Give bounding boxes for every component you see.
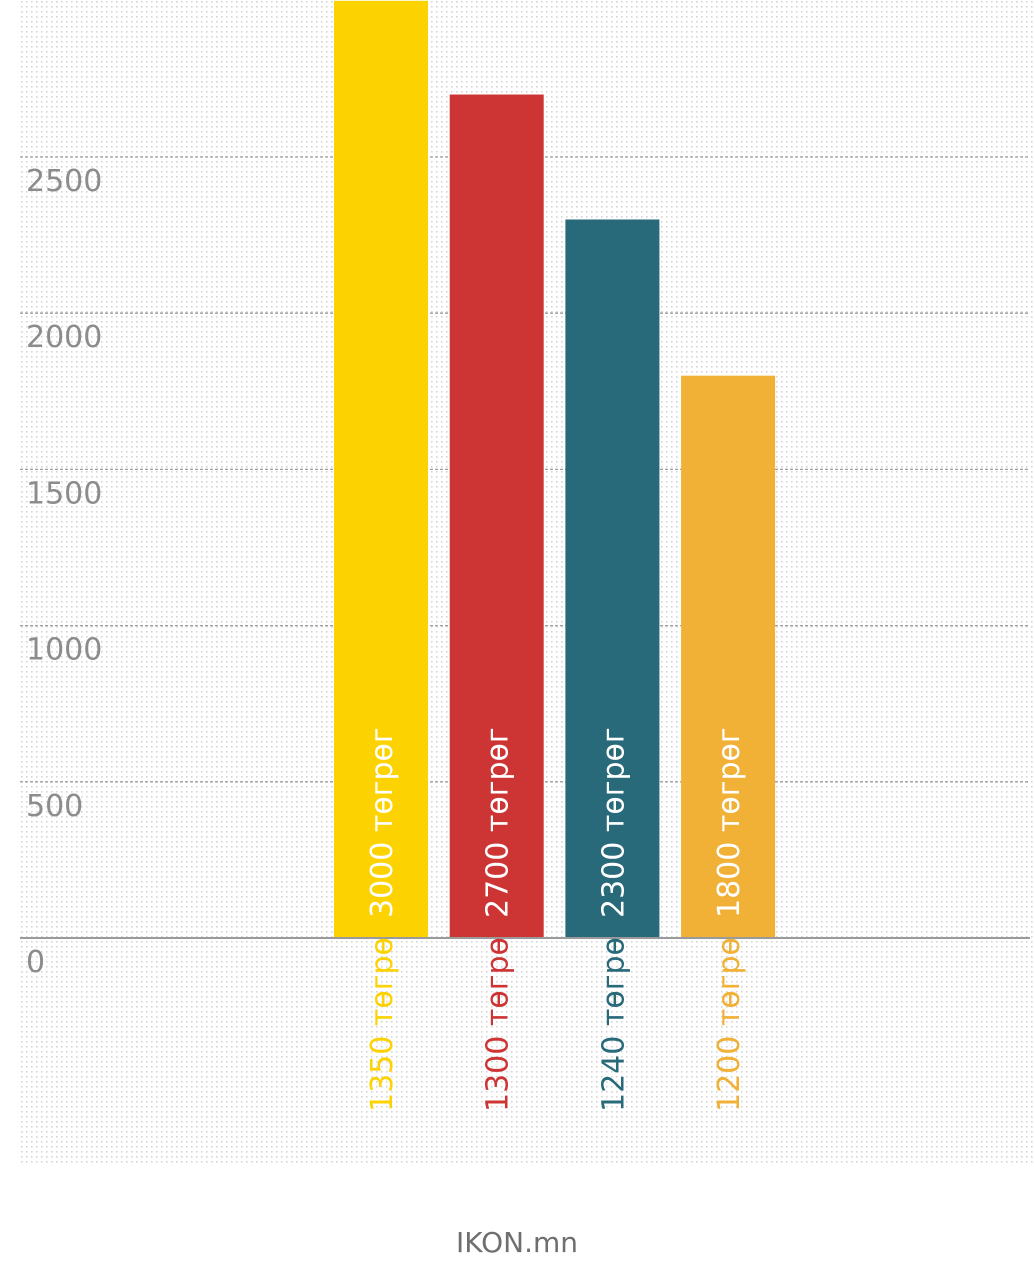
y-axis-tick-labels: 0 500 1000 1500 2000 2500 <box>26 164 102 980</box>
bar-value-label: 2700 төгрөг <box>481 727 516 918</box>
bar-value-label: 3000 төгрөг <box>365 727 400 918</box>
bar <box>565 219 660 939</box>
category-label: 1200 төгрөг <box>712 921 747 1112</box>
y-tick-label: 0 <box>26 945 45 980</box>
y-tick-label: 1000 <box>26 633 102 668</box>
bar-value-label: 1800 төгрөг <box>712 727 747 918</box>
category-label: 1300 төгрөг <box>481 921 516 1112</box>
y-tick-label: 2000 <box>26 320 102 355</box>
bar <box>334 0 428 939</box>
category-label: 1240 төгрөг <box>596 921 631 1112</box>
category-label: 1350 төгрөг <box>365 921 400 1112</box>
y-tick-label: 1500 <box>26 476 102 511</box>
source-credit: IKON.mn <box>456 1226 578 1259</box>
bars: 3000 төгрөг 2700 төгрөг 2300 төгрөг 1800 тө… <box>334 0 776 939</box>
bar-value-label: 2300 төгрөг <box>596 727 631 918</box>
category-labels: 1350 төгрөг 1300 төгрөг 1240 төгрөг 1200 тө… <box>365 921 747 1112</box>
bar <box>449 94 544 938</box>
y-tick-label: 500 <box>26 789 83 824</box>
y-tick-label: 2500 <box>26 164 102 199</box>
bar <box>681 375 776 938</box>
